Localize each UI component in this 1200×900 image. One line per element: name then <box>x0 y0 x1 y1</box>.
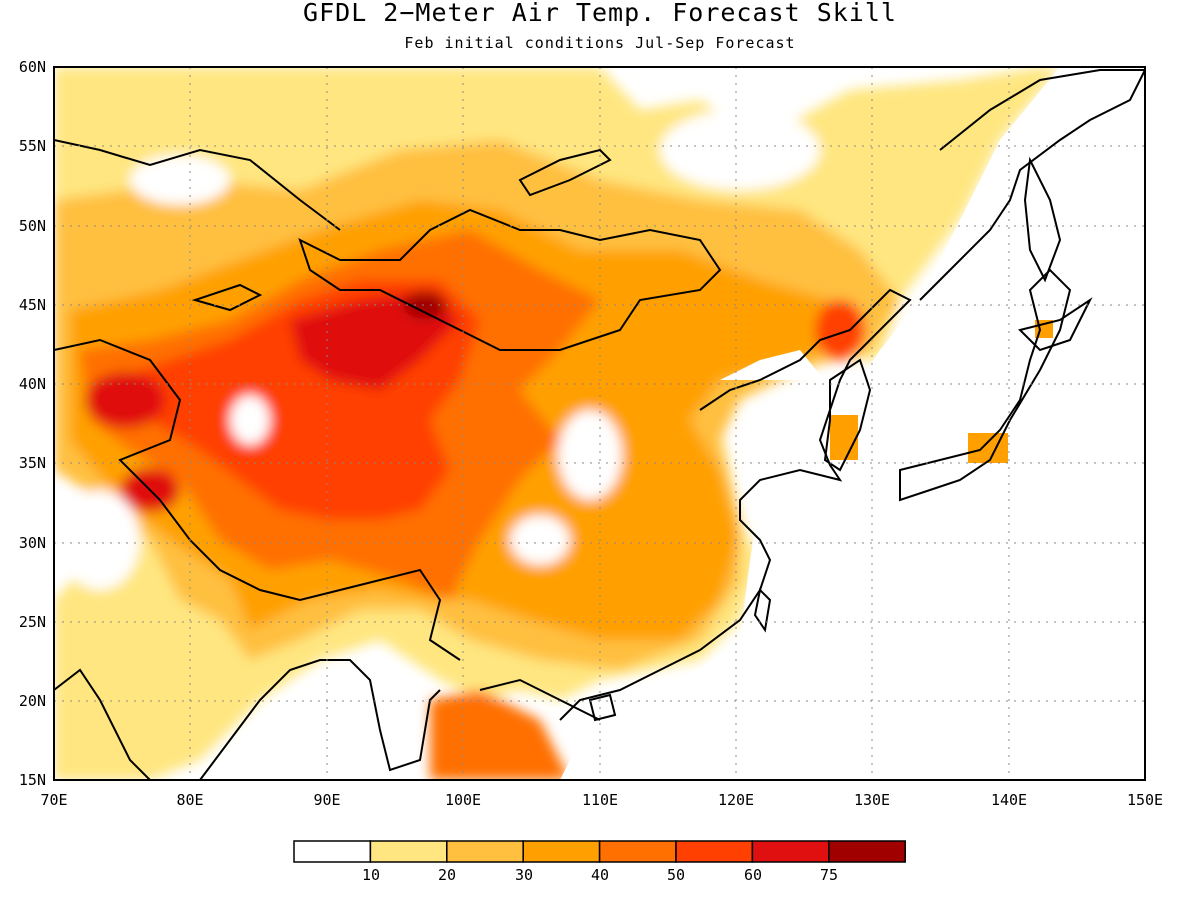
lon-tick-label: 100E <box>445 791 481 809</box>
skill-region-none <box>660 110 820 190</box>
colorbar-label: 10 <box>362 866 380 884</box>
colorbar-label: 20 <box>438 866 456 884</box>
lon-tick-label: 130E <box>854 791 890 809</box>
lon-tick-label: 80E <box>176 791 203 809</box>
lat-tick-label: 55N <box>19 137 46 155</box>
lat-tick-label: 50N <box>19 217 46 235</box>
lat-tick-label: 30N <box>19 534 46 552</box>
lon-tick-label: 140E <box>991 791 1027 809</box>
lat-tick-label: 45N <box>19 296 46 314</box>
colorbar-label: 75 <box>820 866 838 884</box>
lat-tick-label: 40N <box>19 375 46 393</box>
skill-region-75 <box>403 291 447 319</box>
lon-tick-label: 110E <box>582 791 618 809</box>
colorbar-label: 60 <box>744 866 762 884</box>
coastlines <box>54 69 1145 780</box>
skill-region-none <box>510 515 570 565</box>
skill-region-none <box>558 410 622 500</box>
skill-region-60 <box>815 300 865 360</box>
lat-tick-label: 20N <box>19 692 46 710</box>
gridlines <box>54 67 1145 780</box>
colorbar-label: 30 <box>515 866 533 884</box>
lon-tick-label: 150E <box>1127 791 1163 809</box>
lat-tick-label: 35N <box>19 454 46 472</box>
skill-region-none <box>130 155 230 205</box>
colorbar-label: 40 <box>591 866 609 884</box>
lon-tick-label: 70E <box>40 791 67 809</box>
map-subtitle: Feb initial conditions Jul-Sep Forecast <box>404 34 796 52</box>
colorbar-box <box>522 840 601 863</box>
colorbar-label: 50 <box>667 866 685 884</box>
colorbar-box <box>675 840 754 863</box>
skill-region-none <box>230 395 270 445</box>
lat-tick-label: 60N <box>19 58 46 76</box>
lon-tick-label: 120E <box>718 791 754 809</box>
map-title: GFDL 2−Meter Air Temp. Forecast Skill <box>303 0 897 27</box>
colorbar-box <box>369 840 448 863</box>
lon-tick-label: 90E <box>313 791 340 809</box>
skill-region-none <box>60 490 140 590</box>
skill-field <box>54 67 1145 780</box>
lat-tick-label: 15N <box>19 771 46 789</box>
colorbar-box <box>446 840 524 863</box>
colorbar: 10 20 30 40 50 60 75 <box>293 840 906 884</box>
skill-region-indochina <box>430 690 570 780</box>
colorbar-box <box>828 840 906 863</box>
map-frame <box>53 66 1146 781</box>
skill-region-60 <box>85 372 165 428</box>
lat-tick-labels: 60N 55N 50N 45N 40N 35N 30N 25N 20N 15N <box>19 58 46 789</box>
colorbar-box <box>751 840 830 863</box>
lon-tick-labels: 70E 80E 90E 100E 110E 120E 130E 140E 150… <box>40 791 1163 809</box>
colorbar-box <box>293 840 372 863</box>
skill-patch-korea <box>830 415 858 460</box>
lat-tick-label: 25N <box>19 613 46 631</box>
colorbar-box <box>598 840 677 863</box>
